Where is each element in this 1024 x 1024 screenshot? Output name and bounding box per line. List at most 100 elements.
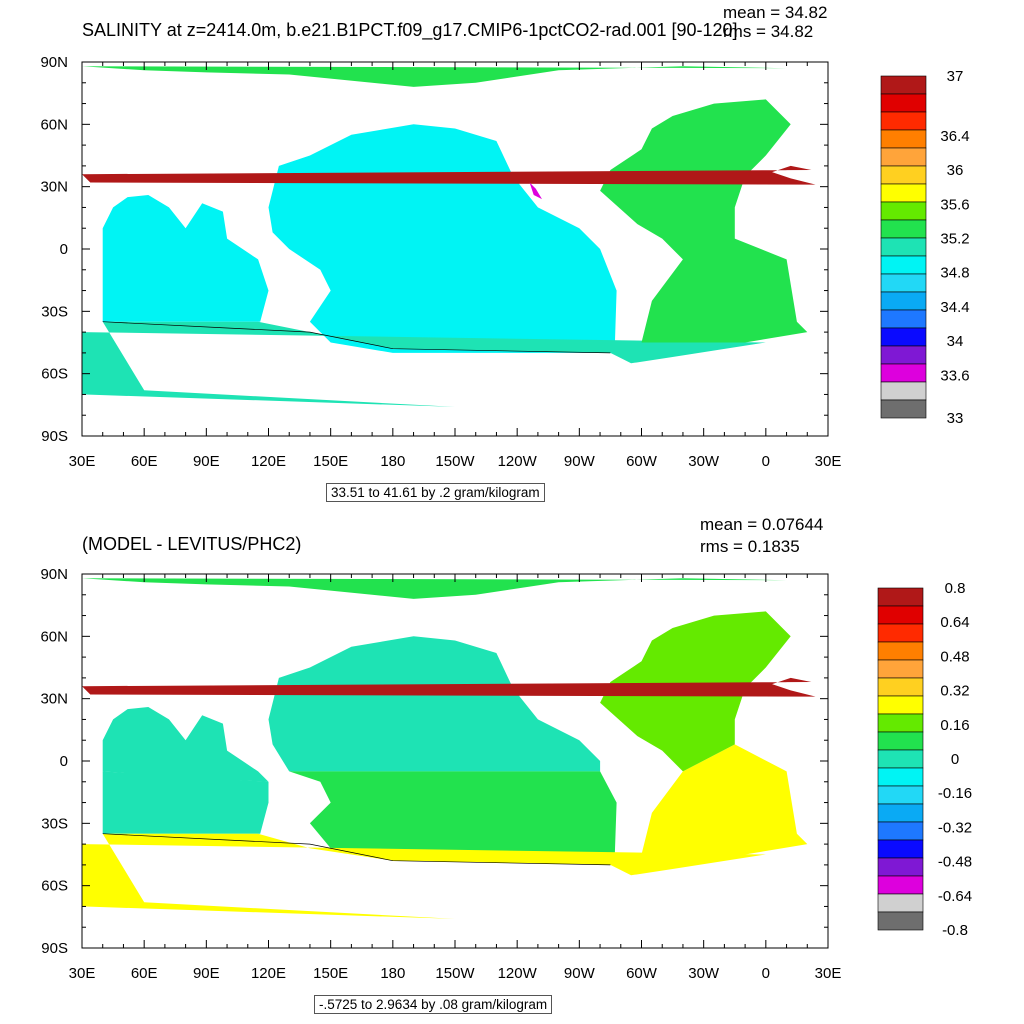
region-atlantic bbox=[600, 99, 808, 343]
salinity-panel: SALINITY at z=2414.0m, b.e21.B1PCT.f09_g… bbox=[40, 3, 970, 502]
colorbar-swatch bbox=[877, 875, 924, 895]
colorbar-swatch bbox=[880, 345, 927, 365]
colorbar-swatch bbox=[880, 327, 927, 347]
x-tick-label: 30E bbox=[815, 965, 842, 982]
colorbar-swatch bbox=[877, 767, 924, 787]
colorbar-swatch bbox=[880, 363, 927, 383]
x-tick-label: 120E bbox=[251, 965, 286, 982]
contour-info-label: 33.51 to 41.61 by .2 gram/kilogram bbox=[326, 483, 545, 502]
x-tick-label: 30W bbox=[688, 453, 720, 470]
difference-panel: (MODEL - LEVITUS/PHC2) mean = 0.07644 rm… bbox=[0, 512, 1024, 1024]
colorbar-swatch bbox=[877, 821, 924, 841]
colorbar-label: -0.64 bbox=[938, 888, 972, 905]
region-mediterranean bbox=[82, 165, 816, 185]
colorbar-label: 0.32 bbox=[940, 683, 969, 700]
mean-stat: mean = 34.82 bbox=[723, 3, 828, 22]
contour-info-label: -.5725 to 2.9634 by .08 gram/kilogram bbox=[314, 995, 553, 1014]
region-indian-ocean bbox=[102, 195, 269, 322]
colorbar-label: -0.48 bbox=[938, 854, 972, 871]
colorbar-swatch bbox=[880, 237, 927, 257]
colorbar-label: -0.8 bbox=[942, 922, 968, 939]
colorbar-label: 34.4 bbox=[940, 299, 969, 316]
region-southern-ocean bbox=[82, 321, 766, 407]
colorbar-label: 36 bbox=[947, 162, 964, 179]
difference-map-chart: 30E 60E 90E 120E 150E 180 150W 120W 90W 60W 30W 0 30… bbox=[40, 566, 972, 982]
y-tick-label: 60S bbox=[41, 366, 68, 383]
region-arctic bbox=[82, 66, 787, 87]
x-tick-label: 120E bbox=[251, 453, 286, 470]
colorbar-label: -0.16 bbox=[938, 785, 972, 802]
x-tick-label: 90E bbox=[193, 965, 220, 982]
colorbar-swatch bbox=[880, 201, 927, 221]
x-tick-label: 90E bbox=[193, 453, 220, 470]
colorbar-label: 0.16 bbox=[940, 717, 969, 734]
x-tick-label: 0 bbox=[762, 965, 770, 982]
contour-line bbox=[102, 833, 611, 866]
x-tick-label: 30E bbox=[815, 453, 842, 470]
y-tick-label: 90N bbox=[40, 54, 68, 71]
x-tick-label: 150W bbox=[435, 965, 475, 982]
y-tick-label: 30S bbox=[41, 815, 68, 832]
colorbar-swatch bbox=[880, 183, 927, 203]
y-tick-label: 90S bbox=[41, 428, 68, 445]
contour-line bbox=[102, 321, 611, 354]
colorbar-label: 0 bbox=[951, 751, 959, 768]
x-tick-label: 180 bbox=[380, 453, 405, 470]
colorbar-label: 37 bbox=[947, 68, 964, 85]
colorbar-swatch bbox=[880, 165, 927, 185]
region-south-atlantic bbox=[641, 744, 808, 855]
colorbar-swatch bbox=[877, 695, 924, 715]
colorbar-swatch bbox=[880, 291, 927, 311]
panel-title: (MODEL - LEVITUS/PHC2) bbox=[82, 534, 302, 554]
region-arctic bbox=[82, 578, 787, 599]
y-tick-label: 90S bbox=[41, 940, 68, 957]
colorbar-swatch bbox=[880, 147, 927, 167]
x-tick-label: 150W bbox=[435, 453, 475, 470]
x-tick-label: 0 bbox=[762, 453, 770, 470]
x-tick-label: 120W bbox=[498, 965, 538, 982]
y-tick-label: 0 bbox=[60, 753, 68, 770]
colorbar-swatch bbox=[877, 857, 924, 877]
colorbar-swatch bbox=[877, 749, 924, 769]
x-tick-label: 60E bbox=[131, 453, 158, 470]
region-indian-ocean bbox=[102, 707, 269, 782]
rms-stat: rms = 34.82 bbox=[723, 22, 814, 41]
colorbar-swatch bbox=[877, 623, 924, 643]
colorbar-label: 0.48 bbox=[940, 648, 969, 665]
region-south-pacific bbox=[289, 771, 617, 861]
colorbar-label: 35.2 bbox=[940, 230, 969, 247]
colorbar-swatch bbox=[877, 605, 924, 625]
x-tick-label: 60W bbox=[626, 453, 658, 470]
colorbar-swatch bbox=[880, 219, 927, 239]
region-indian-ocean bbox=[102, 771, 269, 834]
colorbar-label: 33.6 bbox=[940, 367, 969, 384]
colorbar-label: 35.6 bbox=[940, 196, 969, 213]
x-tick-label: 30E bbox=[69, 453, 96, 470]
colorbar-swatch bbox=[880, 273, 927, 293]
region-gulf-of-california bbox=[529, 182, 542, 200]
colorbar-swatch bbox=[877, 839, 924, 859]
y-tick-label: 60S bbox=[41, 878, 68, 895]
x-tick-label: 30W bbox=[688, 965, 720, 982]
y-tick-label: 30N bbox=[40, 691, 68, 708]
colorbar-swatch bbox=[877, 785, 924, 805]
x-tick-label: 150E bbox=[313, 453, 348, 470]
x-tick-label: 60W bbox=[626, 965, 658, 982]
x-tick-label: 120W bbox=[498, 453, 538, 470]
x-tick-label: 180 bbox=[380, 965, 405, 982]
colorbar-swatch bbox=[880, 381, 927, 401]
colorbar-label: 36.4 bbox=[940, 128, 969, 145]
colorbar-label: 33 bbox=[947, 410, 964, 427]
colorbar-swatch bbox=[877, 587, 924, 607]
colorbar-label: -0.32 bbox=[938, 819, 972, 836]
colorbar-label: 34 bbox=[947, 333, 964, 350]
colorbar-swatch bbox=[877, 731, 924, 751]
x-tick-label: 90W bbox=[564, 453, 596, 470]
region-north-pacific bbox=[268, 636, 601, 772]
x-tick-label: 30E bbox=[69, 965, 96, 982]
y-tick-label: 60N bbox=[40, 628, 68, 645]
rms-stat: rms = 0.1835 bbox=[700, 537, 800, 556]
colorbar-swatch bbox=[877, 659, 924, 679]
colorbar-swatch bbox=[880, 75, 927, 95]
colorbar-swatch bbox=[877, 893, 924, 913]
